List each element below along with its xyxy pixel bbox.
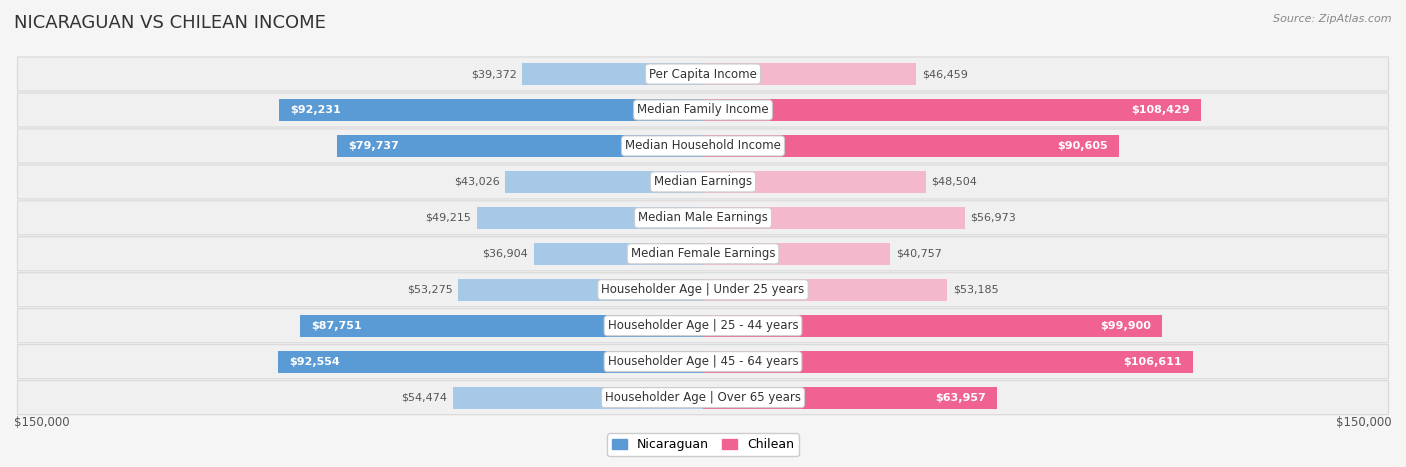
Bar: [299, 315, 703, 337]
Bar: [703, 63, 917, 85]
Text: $87,751: $87,751: [311, 321, 361, 331]
Bar: [703, 99, 1201, 121]
Text: $108,429: $108,429: [1132, 105, 1189, 115]
FancyBboxPatch shape: [17, 93, 1389, 127]
Text: $49,215: $49,215: [426, 213, 471, 223]
Text: $56,973: $56,973: [970, 213, 1017, 223]
Text: $92,231: $92,231: [291, 105, 342, 115]
Text: Median Male Earnings: Median Male Earnings: [638, 212, 768, 224]
Text: $53,275: $53,275: [408, 285, 453, 295]
Bar: [703, 135, 1119, 157]
Text: $46,459: $46,459: [922, 69, 967, 79]
Text: Householder Age | Over 65 years: Householder Age | Over 65 years: [605, 391, 801, 404]
Text: Median Family Income: Median Family Income: [637, 104, 769, 116]
Text: $43,026: $43,026: [454, 177, 501, 187]
Text: Householder Age | 45 - 64 years: Householder Age | 45 - 64 years: [607, 355, 799, 368]
Bar: [703, 243, 890, 265]
Text: $90,605: $90,605: [1057, 141, 1108, 151]
Text: $48,504: $48,504: [931, 177, 977, 187]
Text: $106,611: $106,611: [1123, 357, 1181, 367]
Text: $40,757: $40,757: [896, 249, 942, 259]
Bar: [703, 171, 925, 193]
Bar: [522, 63, 703, 85]
Text: NICARAGUAN VS CHILEAN INCOME: NICARAGUAN VS CHILEAN INCOME: [14, 14, 326, 32]
Text: $39,372: $39,372: [471, 69, 516, 79]
Bar: [703, 279, 948, 301]
Text: $36,904: $36,904: [482, 249, 529, 259]
Text: $150,000: $150,000: [14, 417, 70, 429]
Bar: [337, 135, 703, 157]
Text: Per Capita Income: Per Capita Income: [650, 68, 756, 80]
Bar: [280, 99, 703, 121]
Text: Median Household Income: Median Household Income: [626, 140, 780, 152]
Text: Householder Age | 25 - 44 years: Householder Age | 25 - 44 years: [607, 319, 799, 332]
Text: Householder Age | Under 25 years: Householder Age | Under 25 years: [602, 283, 804, 296]
Bar: [703, 207, 965, 229]
FancyBboxPatch shape: [17, 381, 1389, 415]
Bar: [533, 243, 703, 265]
Bar: [453, 387, 703, 409]
Bar: [477, 207, 703, 229]
FancyBboxPatch shape: [17, 165, 1389, 199]
FancyBboxPatch shape: [17, 345, 1389, 379]
FancyBboxPatch shape: [17, 57, 1389, 91]
Bar: [703, 315, 1161, 337]
Text: $53,185: $53,185: [953, 285, 998, 295]
Bar: [278, 351, 703, 373]
Text: $79,737: $79,737: [347, 141, 398, 151]
Legend: Nicaraguan, Chilean: Nicaraguan, Chilean: [607, 433, 799, 456]
Text: $54,474: $54,474: [401, 393, 447, 403]
Text: $92,554: $92,554: [288, 357, 340, 367]
Text: Median Earnings: Median Earnings: [654, 176, 752, 188]
Text: Median Female Earnings: Median Female Earnings: [631, 248, 775, 260]
Text: Source: ZipAtlas.com: Source: ZipAtlas.com: [1274, 14, 1392, 24]
Bar: [703, 351, 1192, 373]
Text: $99,900: $99,900: [1099, 321, 1152, 331]
Text: $63,957: $63,957: [935, 393, 986, 403]
Bar: [458, 279, 703, 301]
FancyBboxPatch shape: [17, 273, 1389, 307]
FancyBboxPatch shape: [17, 237, 1389, 271]
Bar: [505, 171, 703, 193]
FancyBboxPatch shape: [17, 129, 1389, 163]
FancyBboxPatch shape: [17, 201, 1389, 235]
Bar: [703, 387, 997, 409]
FancyBboxPatch shape: [17, 309, 1389, 343]
Text: $150,000: $150,000: [1336, 417, 1392, 429]
